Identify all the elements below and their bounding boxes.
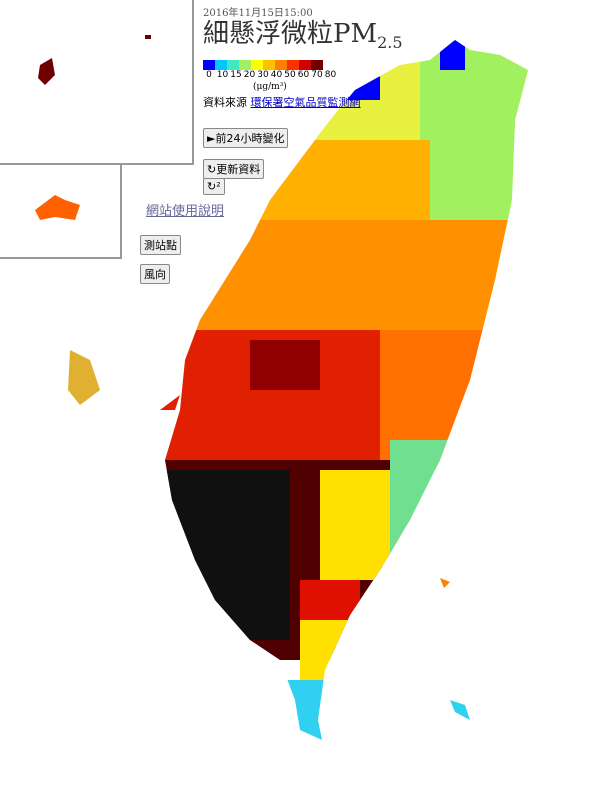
legend-tick: 40 [270, 70, 283, 81]
legend-tick: 20 [243, 70, 256, 81]
source-label: 資料來源 [203, 96, 247, 110]
legend-tick: 10 [216, 70, 229, 81]
legend-swatch [227, 60, 239, 71]
legend-tick: 70 [311, 70, 323, 81]
legend-tick: 50 [284, 70, 296, 81]
legend [203, 60, 443, 71]
legend-swatch [263, 60, 275, 71]
title: 細懸浮微粒PM2.5 [203, 19, 443, 58]
source-link[interactable]: 環保署空氣品質監測網 [250, 96, 361, 110]
legend-swatch [251, 60, 263, 71]
refresh-button[interactable]: ↻更新資料 [203, 159, 265, 179]
legend-swatch [215, 60, 227, 71]
help-link[interactable]: 網站使用說明 [146, 204, 225, 219]
inset-map [38, 35, 151, 85]
timestamp: 2016年11月15日15:00 [203, 8, 313, 19]
legend-unit: (μg/m³) [253, 82, 287, 93]
legend-swatch [275, 60, 287, 71]
legend-tick: 0 [206, 70, 212, 81]
inset-kinmen [0, 165, 122, 259]
legend-swatch [203, 60, 215, 71]
legend-tick: 15 [230, 70, 242, 81]
title-text: 細懸浮微粒PM [203, 19, 378, 49]
inset-matsu [0, 0, 194, 165]
title-subscript: 2.5 [377, 33, 403, 53]
source: 資料來源 環保署空氣品質監測網 [203, 94, 443, 110]
legend-tick: 60 [297, 70, 310, 81]
legend-tick: 30 [257, 70, 269, 81]
reload-button[interactable]: ↻² [203, 178, 225, 195]
legend-ticks: 0 10 15 20 30 40 50 60 70 80 [203, 70, 443, 82]
legend-swatch [299, 60, 311, 71]
history-button[interactable]: ►前24小時變化 [203, 128, 289, 148]
legend-swatch [239, 60, 251, 71]
legend-swatch [287, 60, 299, 71]
legend-swatch [311, 60, 323, 71]
info-panel: 2016年11月15日15:00 細懸浮微粒PM2.5 0 10 15 20 30 40 5… [203, 4, 443, 110]
stations-button[interactable]: 測站點 [140, 235, 181, 255]
wind-button[interactable]: 風向 [140, 264, 170, 284]
inset-map [35, 195, 80, 220]
legend-tick: 80 [324, 70, 337, 81]
